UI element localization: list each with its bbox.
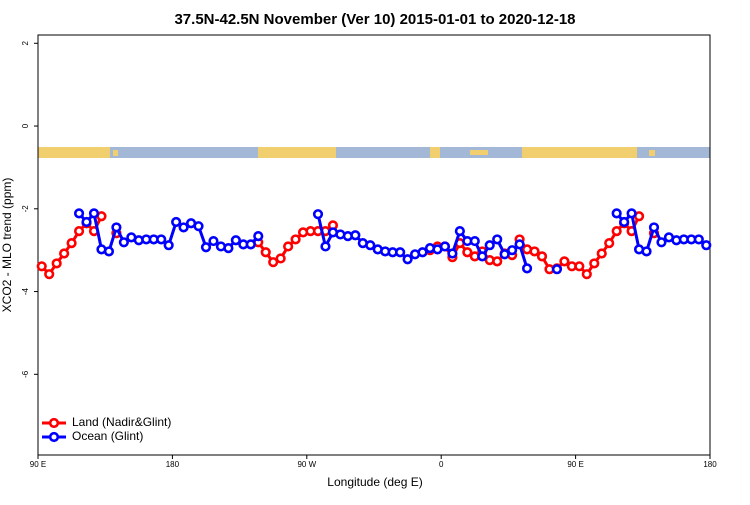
legend-label: Ocean (Glint)	[72, 429, 143, 443]
point	[312, 209, 324, 220]
point	[81, 216, 92, 228]
point	[611, 226, 622, 237]
point	[536, 251, 548, 262]
x-tick-label: 90 W	[297, 460, 316, 469]
y-tick-label: -2	[21, 205, 30, 213]
point	[559, 256, 570, 267]
legend-marker	[48, 417, 60, 429]
point	[447, 248, 458, 259]
point	[514, 239, 525, 250]
x-axis-label: Longitude (deg E)	[327, 475, 422, 489]
x-tick-label: 180	[703, 460, 717, 469]
point	[193, 221, 204, 232]
point	[73, 208, 85, 219]
point	[118, 237, 129, 248]
point	[462, 247, 473, 258]
x-tick-label: 0	[439, 460, 444, 469]
point	[596, 248, 607, 259]
point	[529, 246, 540, 257]
point	[103, 246, 115, 257]
point	[551, 264, 563, 275]
point	[275, 253, 286, 264]
y-tick-label: 2	[21, 41, 30, 46]
point	[178, 222, 189, 233]
point	[395, 247, 406, 258]
point	[492, 256, 503, 267]
point	[589, 258, 600, 269]
point	[253, 231, 264, 242]
y-axis-label: XCO2 - MLO trend (ppm)	[0, 178, 14, 313]
point	[66, 238, 77, 249]
point	[701, 240, 712, 251]
point	[484, 240, 495, 251]
point	[439, 241, 451, 252]
point	[200, 242, 212, 253]
point	[454, 226, 465, 237]
x-tick-label: 90 E	[30, 460, 46, 469]
point	[268, 257, 279, 268]
point	[350, 230, 361, 241]
legend-marker	[48, 431, 60, 443]
point	[88, 208, 100, 219]
point	[44, 269, 55, 280]
point	[693, 234, 704, 245]
x-tick-label: 180	[166, 460, 180, 469]
point	[111, 222, 122, 233]
point	[59, 248, 70, 259]
point	[51, 258, 62, 269]
point	[208, 235, 219, 247]
y-tick-label: 0	[21, 123, 30, 128]
point	[604, 238, 615, 249]
point	[477, 251, 488, 262]
point	[648, 222, 660, 233]
point	[290, 234, 301, 245]
point	[492, 234, 503, 245]
map-strip	[38, 147, 710, 158]
point	[36, 261, 47, 272]
point	[223, 243, 234, 254]
point	[156, 234, 167, 245]
point	[73, 226, 85, 237]
point	[507, 245, 518, 256]
point	[499, 249, 510, 260]
point	[245, 239, 256, 250]
point	[611, 208, 622, 219]
point	[230, 235, 241, 246]
point	[626, 208, 637, 219]
point	[163, 240, 174, 251]
point	[320, 241, 331, 252]
point	[619, 216, 630, 228]
point	[521, 263, 533, 274]
point	[417, 247, 428, 258]
point	[581, 269, 592, 280]
point	[402, 254, 413, 265]
point	[283, 241, 294, 252]
point	[574, 261, 585, 272]
point	[171, 216, 182, 228]
chart-title: 37.5N-42.5N November (Ver 10) 2015-01-01…	[174, 11, 575, 28]
point	[656, 237, 667, 248]
point	[260, 247, 271, 258]
y-tick-label: -6	[21, 370, 30, 378]
point	[641, 246, 652, 257]
legend-label: Land (Nadir&Glint)	[72, 415, 171, 429]
point	[469, 235, 480, 247]
point	[365, 240, 376, 251]
x-tick-label: 90 E	[567, 460, 583, 469]
y-tick-label: -4	[21, 287, 30, 295]
